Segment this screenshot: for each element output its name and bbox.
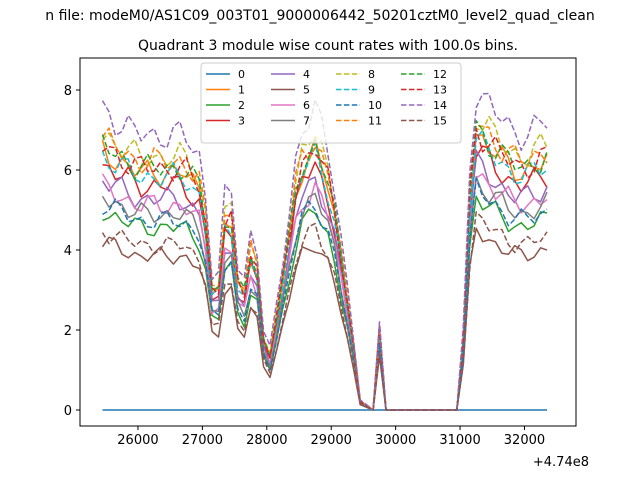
series-line-9 <box>101 129 548 411</box>
legend-label-6: 6 <box>303 99 310 112</box>
legend-label-11: 11 <box>368 115 382 128</box>
chart-title: Quadrant 3 module wise count rates with … <box>138 38 518 54</box>
series-line-2 <box>102 195 548 411</box>
legend-label-7: 7 <box>303 115 310 128</box>
series-line-4 <box>101 149 548 411</box>
legend-label-1: 1 <box>238 84 245 97</box>
legend-label-13: 13 <box>433 84 447 97</box>
x-tick-label: 26000 <box>117 433 158 448</box>
x-tick-label: 29000 <box>311 433 352 448</box>
series-line-13 <box>102 127 548 411</box>
legend-label-8: 8 <box>368 68 375 81</box>
plot-frame <box>79 57 577 427</box>
legend-box <box>200 62 462 144</box>
legend-label-15: 15 <box>433 115 447 128</box>
series-line-8 <box>101 115 548 411</box>
series-line-10 <box>102 177 548 411</box>
x-axis: 26000 27000 28000 29000 30000 31000 32000 <box>117 426 545 448</box>
y-axis: 0 2 4 6 8 <box>64 84 80 419</box>
figure-suptitle: n file: modeM0/AS1C09_003T01_9000006442_… <box>45 8 594 24</box>
x-tick-label: 32000 <box>504 433 545 448</box>
legend-label-9: 9 <box>368 84 375 97</box>
legend-label-4: 4 <box>303 68 310 81</box>
series-line-15 <box>101 211 548 411</box>
y-tick-label: 6 <box>64 164 72 179</box>
y-tick-label: 8 <box>64 84 72 99</box>
legend-label-10: 10 <box>368 99 382 112</box>
y-tick-label: 0 <box>64 404 72 419</box>
legend-label-14: 14 <box>433 99 447 112</box>
x-offset-label: +4.74e8 <box>533 455 589 470</box>
legend-label-2: 2 <box>238 99 245 112</box>
x-tick-label: 27000 <box>182 433 223 448</box>
x-tick-label: 30000 <box>375 433 416 448</box>
y-tick-label: 2 <box>64 324 72 339</box>
x-tick-label: 31000 <box>439 433 480 448</box>
series-line-7 <box>101 176 548 411</box>
legend-label-5: 5 <box>303 84 310 97</box>
x-tick-label: 28000 <box>246 433 287 448</box>
legend-label-12: 12 <box>433 68 447 81</box>
legend-label-0: 0 <box>238 68 245 81</box>
legend-label-3: 3 <box>238 115 245 128</box>
y-tick-label: 4 <box>64 244 72 259</box>
